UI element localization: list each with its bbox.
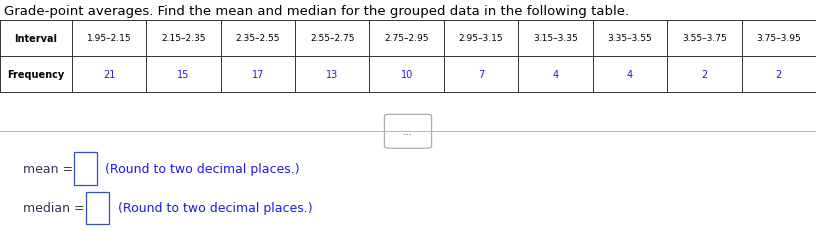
Text: 3.15–3.35: 3.15–3.35	[533, 34, 578, 43]
Text: median =: median =	[23, 201, 88, 214]
Text: 21: 21	[103, 70, 115, 79]
Text: 2.75–2.95: 2.75–2.95	[384, 34, 429, 43]
Text: 13: 13	[326, 70, 339, 79]
Text: Frequency: Frequency	[7, 70, 64, 79]
Text: 15: 15	[177, 70, 189, 79]
Text: 2: 2	[776, 70, 782, 79]
Text: (Round to two decimal places.): (Round to two decimal places.)	[105, 162, 300, 175]
Text: 10: 10	[401, 70, 413, 79]
Text: 4: 4	[552, 70, 559, 79]
Text: mean =: mean =	[23, 162, 77, 175]
Text: 3.55–3.75: 3.55–3.75	[682, 34, 727, 43]
Text: 2.15–2.35: 2.15–2.35	[162, 34, 206, 43]
Text: (Round to two decimal places.): (Round to two decimal places.)	[118, 201, 313, 214]
Text: 2.35–2.55: 2.35–2.55	[236, 34, 280, 43]
Text: 2: 2	[701, 70, 707, 79]
Text: 1.95–2.15: 1.95–2.15	[86, 34, 131, 43]
Text: 3.75–3.95: 3.75–3.95	[756, 34, 801, 43]
FancyBboxPatch shape	[384, 115, 432, 149]
Text: Grade-point averages. Find the mean and median for the grouped data in the follo: Grade-point averages. Find the mean and …	[4, 5, 629, 18]
Text: 2.95–3.15: 2.95–3.15	[459, 34, 503, 43]
Text: 7: 7	[478, 70, 484, 79]
Text: 4: 4	[627, 70, 633, 79]
Text: 17: 17	[251, 70, 264, 79]
Text: 2.55–2.75: 2.55–2.75	[310, 34, 354, 43]
Text: 3.35–3.55: 3.35–3.55	[608, 34, 652, 43]
Text: ...: ...	[403, 127, 413, 137]
Text: Interval: Interval	[15, 34, 57, 44]
FancyBboxPatch shape	[74, 152, 97, 185]
FancyBboxPatch shape	[86, 192, 109, 224]
